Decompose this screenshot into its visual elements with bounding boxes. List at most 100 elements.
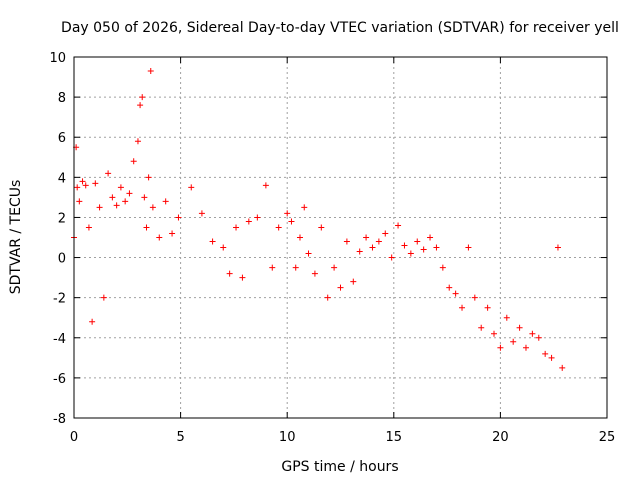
y-tick-label: 8 <box>58 91 66 106</box>
data-point <box>439 264 446 271</box>
y-tick-label: 4 <box>58 171 66 186</box>
data-point <box>484 304 491 311</box>
data-point <box>169 230 176 237</box>
data-point <box>113 202 120 209</box>
data-point <box>162 198 169 205</box>
data-point <box>522 344 529 351</box>
data-point <box>497 344 504 351</box>
data-point <box>288 218 295 225</box>
y-tick-label: -2 <box>53 292 66 307</box>
data-point <box>420 246 427 253</box>
data-point <box>427 234 434 241</box>
data-point <box>554 244 561 251</box>
data-point <box>220 244 227 251</box>
data-point <box>100 294 107 301</box>
data-point <box>433 244 440 251</box>
grid <box>74 57 607 418</box>
data-point <box>296 234 303 241</box>
x-tick-label: 25 <box>599 430 616 445</box>
data-point <box>209 238 216 245</box>
data-point <box>143 224 150 231</box>
data-point <box>156 234 163 241</box>
data-point <box>510 338 517 345</box>
data-point <box>122 198 129 205</box>
data-point <box>542 350 549 357</box>
data-point <box>318 224 325 231</box>
data-point <box>535 334 542 341</box>
data-point <box>254 214 261 221</box>
data-point <box>548 354 555 361</box>
data-point <box>92 180 99 187</box>
data-point <box>188 184 195 191</box>
y-tick-label: 10 <box>49 51 66 66</box>
data-point <box>226 270 233 277</box>
data-point <box>446 284 453 291</box>
data-point <box>147 68 154 75</box>
axes: 0 5 10 15 20 25 -8 -6 -4 -2 0 2 4 6 8 10 <box>49 51 615 445</box>
data-point <box>126 190 133 197</box>
data-point <box>82 182 89 189</box>
data-point <box>343 238 350 245</box>
chart-title: Day 050 of 2026, Sidereal Day-to-day VTE… <box>61 20 619 36</box>
x-axis-title: GPS time / hours <box>281 459 398 475</box>
data-point <box>375 238 382 245</box>
data-point <box>74 184 81 191</box>
data-point <box>117 184 124 191</box>
data-point <box>478 324 485 331</box>
data-point <box>503 314 510 321</box>
data-series-sdtvar <box>71 68 566 371</box>
data-point <box>149 204 156 211</box>
data-point <box>175 214 182 221</box>
data-point <box>134 138 141 145</box>
data-point <box>382 230 389 237</box>
data-point <box>331 264 338 271</box>
plot-frame <box>73 56 608 419</box>
data-point <box>401 242 408 249</box>
x-tick-label: 5 <box>176 430 184 445</box>
y-tick-label: -8 <box>53 412 66 427</box>
data-point <box>324 294 331 301</box>
x-tick-label: 20 <box>492 430 509 445</box>
x-tick-label: 10 <box>279 430 296 445</box>
y-tick-label: 6 <box>58 131 66 146</box>
data-point <box>262 182 269 189</box>
data-point <box>239 274 246 281</box>
data-point <box>105 170 112 177</box>
y-tick-label: -6 <box>53 372 66 387</box>
data-point <box>529 330 536 337</box>
data-point <box>452 290 459 297</box>
data-point <box>292 264 299 271</box>
data-point <box>388 254 395 261</box>
data-point <box>407 250 414 257</box>
y-tick-label: -4 <box>53 332 66 347</box>
data-point <box>369 244 376 251</box>
data-point <box>233 224 240 231</box>
data-point <box>516 324 523 331</box>
data-point <box>465 244 472 251</box>
y-tick-label: 2 <box>58 211 66 226</box>
data-point <box>491 330 498 337</box>
data-point <box>414 238 421 245</box>
data-point <box>76 198 83 205</box>
data-point <box>141 194 148 201</box>
data-point <box>198 210 205 217</box>
data-point <box>305 250 312 257</box>
data-point <box>395 222 402 229</box>
data-point <box>350 278 357 285</box>
data-point <box>137 102 144 109</box>
data-point <box>96 204 103 211</box>
data-point <box>356 248 363 255</box>
data-point <box>130 158 137 165</box>
data-point <box>269 264 276 271</box>
data-point <box>145 174 152 181</box>
data-point <box>337 284 344 291</box>
data-point <box>85 224 92 231</box>
x-tick-label: 0 <box>70 430 78 445</box>
data-point <box>89 318 96 325</box>
data-point <box>245 218 252 225</box>
data-point <box>139 94 146 101</box>
data-point <box>301 204 308 211</box>
data-point <box>363 234 370 241</box>
data-point <box>311 270 318 277</box>
data-point <box>109 194 116 201</box>
